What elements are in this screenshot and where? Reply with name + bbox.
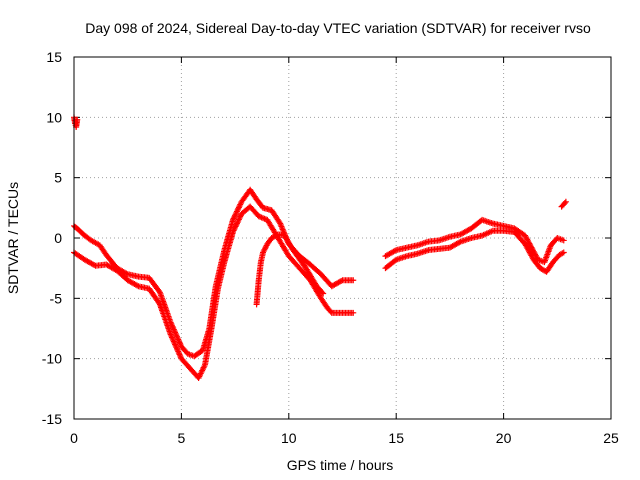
data-point xyxy=(320,290,327,297)
x-tick-label: 15 xyxy=(388,430,404,446)
series-arc-1-hook xyxy=(253,231,327,308)
data-point xyxy=(234,219,241,226)
x-tick-label: 0 xyxy=(70,430,78,446)
data-point xyxy=(456,239,463,246)
x-tick-label: 20 xyxy=(496,430,512,446)
data-point xyxy=(231,212,238,219)
data-point xyxy=(319,289,326,296)
y-tick-label: 10 xyxy=(46,109,62,125)
y-tick-label: -10 xyxy=(42,351,62,367)
data-point xyxy=(562,198,569,205)
data-point xyxy=(233,209,240,216)
data-point xyxy=(235,205,242,212)
y-tick-label: -5 xyxy=(50,290,63,306)
data-point xyxy=(236,202,243,209)
x-tick-label: 10 xyxy=(281,430,297,446)
series-arc-1-lower xyxy=(71,203,357,381)
data-point xyxy=(232,223,239,230)
data-point xyxy=(134,282,141,289)
data-point xyxy=(229,216,236,223)
data-point xyxy=(350,277,357,284)
series-arc-1-upper xyxy=(71,186,357,360)
data-point xyxy=(327,308,334,315)
data-point xyxy=(235,204,242,211)
data-point xyxy=(232,211,239,218)
data-point xyxy=(231,214,238,221)
y-tick-label: 5 xyxy=(54,170,62,186)
tick-labels: 0 5 10 15 20 25 -15 -10 -5 0 5 10 15 xyxy=(42,49,619,446)
data-point xyxy=(350,309,357,316)
data-point xyxy=(123,270,130,277)
data-point xyxy=(237,201,244,208)
data-point xyxy=(231,226,238,233)
x-axis-label: GPS time / hours xyxy=(287,457,394,473)
x-tick-label: 5 xyxy=(178,430,186,446)
y-tick-label: 0 xyxy=(54,230,62,246)
chart-title: Day 098 of 2024, Sidereal Day-to-day VTE… xyxy=(85,20,591,36)
data-point xyxy=(230,215,237,222)
data-point xyxy=(236,215,243,222)
data-point xyxy=(235,216,242,223)
data-point xyxy=(233,222,240,229)
data-point xyxy=(391,247,398,254)
data-point xyxy=(233,220,240,227)
data-point xyxy=(560,237,567,244)
data-point xyxy=(560,249,567,256)
y-tick-label: 15 xyxy=(46,49,62,65)
data-points xyxy=(71,114,569,381)
data-point xyxy=(237,213,244,220)
data-point xyxy=(229,228,236,235)
y-tick-label: -15 xyxy=(42,411,62,427)
data-point xyxy=(230,227,237,234)
data-point xyxy=(231,224,238,231)
x-tick-label: 25 xyxy=(603,430,619,446)
series-isolated-end xyxy=(558,198,569,210)
data-point xyxy=(235,217,242,224)
series-arc-2-lower xyxy=(382,227,567,275)
plot-frame xyxy=(73,56,612,420)
series-isolated-start xyxy=(71,114,81,130)
data-point xyxy=(338,277,345,284)
data-point xyxy=(74,116,81,123)
data-point xyxy=(234,207,241,214)
y-axis-label: SDTVAR / TECUs xyxy=(5,182,21,294)
data-point xyxy=(561,200,568,207)
data-point xyxy=(233,208,240,215)
